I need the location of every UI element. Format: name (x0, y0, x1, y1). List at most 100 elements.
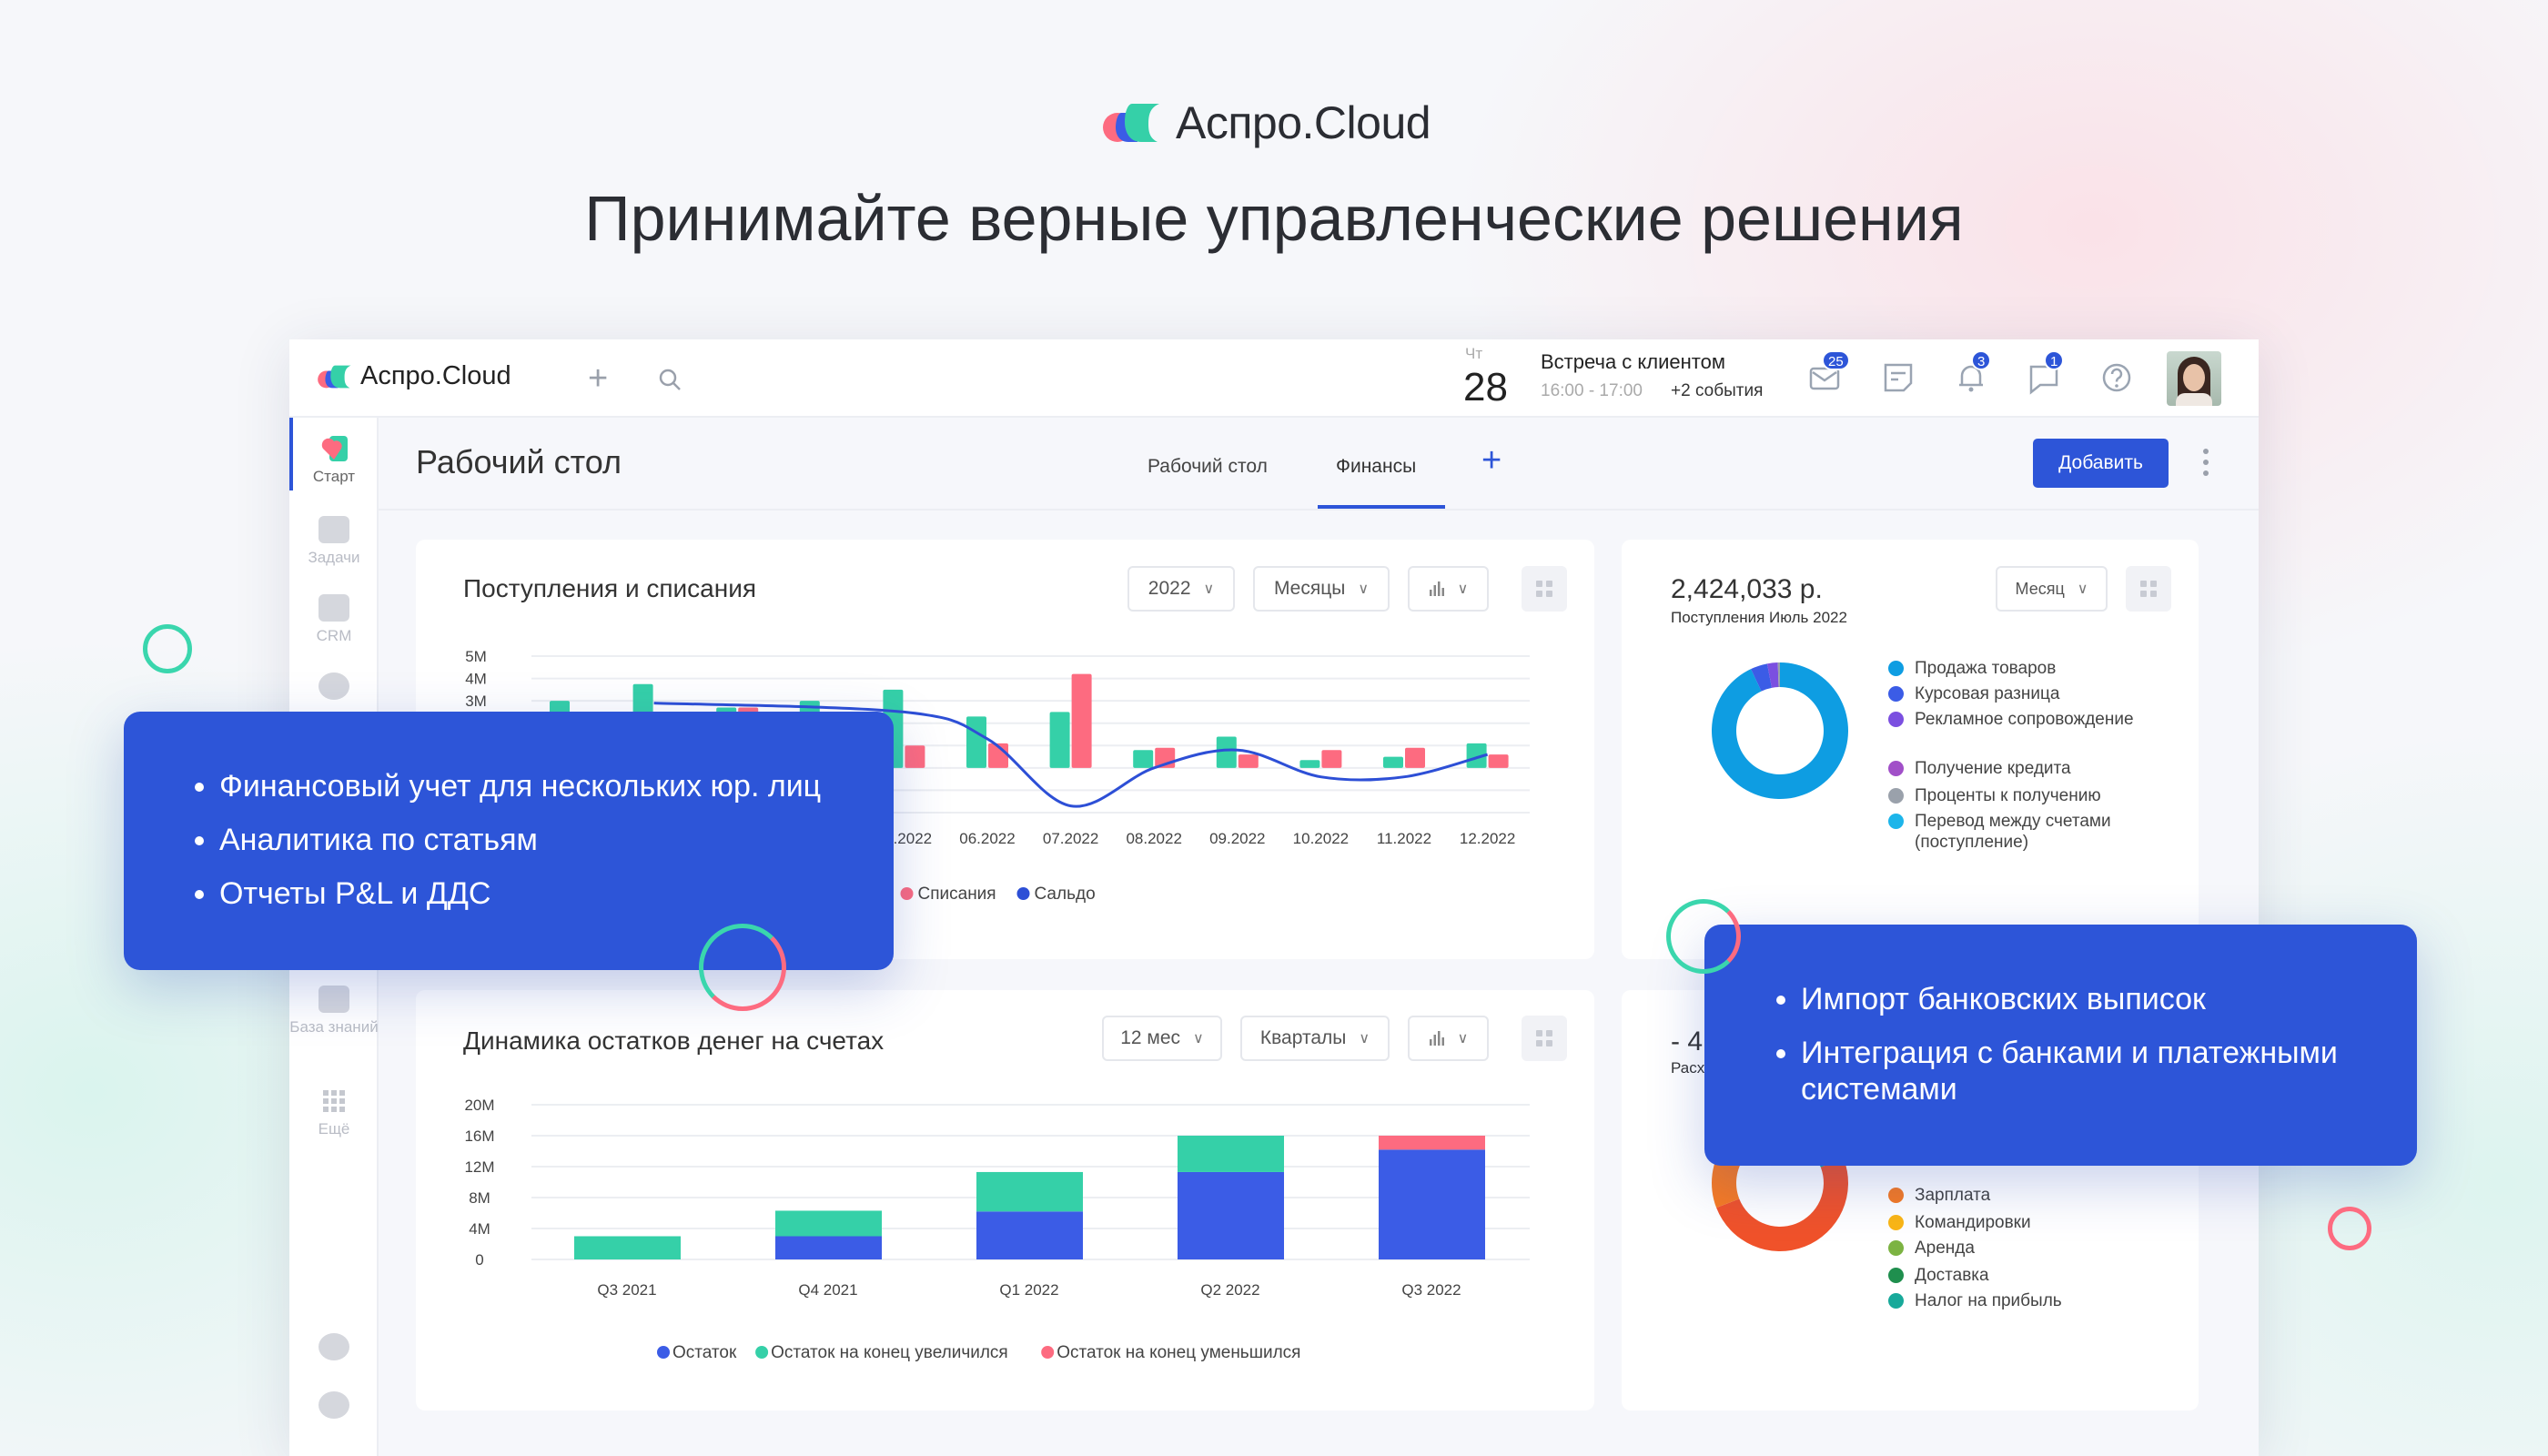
year-dropdown[interactable]: 2022 ∨ (1127, 566, 1235, 612)
gear-icon (318, 1391, 349, 1419)
grid-icon (1536, 1030, 1552, 1046)
decor-ring (143, 624, 192, 673)
drag-handle-button[interactable] (1522, 1016, 1567, 1061)
day-number: 28 (1463, 365, 1508, 410)
chevron-down-icon: ∨ (1359, 1031, 1370, 1046)
dropdown-value: Месяцы (1273, 578, 1346, 599)
legend-dot (1888, 788, 1904, 804)
receipts-amount: 2,424,033 р. (1671, 574, 1823, 604)
grid-icon (2140, 581, 2157, 597)
decor-ring (1666, 899, 1741, 974)
decor-ring (2328, 1207, 2371, 1250)
card-title: Динамика остатков денег на счетах (463, 1026, 885, 1055)
add-button[interactable]: Добавить (2033, 439, 2169, 488)
notes-icon[interactable] (1878, 358, 1918, 398)
stacked-bar-segment (775, 1210, 882, 1237)
donut-slice (1766, 662, 1779, 688)
active-indicator (289, 418, 293, 490)
grid-icon (1536, 581, 1552, 597)
feature-item: Импорт банковских выписок (1801, 981, 2383, 1017)
donut-slice (1751, 663, 1773, 692)
legend-label: Налог на прибыль (1915, 1291, 2062, 1310)
bar-receipts (1216, 736, 1237, 768)
legend-dot (1888, 761, 1904, 776)
sidebar-item-settings[interactable] (289, 1391, 379, 1424)
feature-item: Аналитика по статьям (219, 822, 821, 858)
sidebar-item-knowledge[interactable]: База знаний (289, 986, 379, 1036)
sidebar-item-crm[interactable]: CRM (289, 594, 379, 645)
card-title: Поступления и списания (463, 574, 757, 602)
more-events-link[interactable]: +2 события (1671, 381, 1764, 400)
expenses-amount: - 4 (1671, 1026, 1704, 1057)
donut-slice (1712, 662, 1848, 799)
chart-type-dropdown[interactable]: ∨ (1408, 566, 1489, 612)
tab-finance[interactable]: Финансы (1336, 456, 1417, 477)
legend-label: Остаток (672, 1343, 737, 1362)
plus-icon[interactable]: + (588, 359, 609, 398)
expenses-subtitle: Расх (1671, 1059, 1705, 1077)
bar-receipts (1299, 760, 1320, 768)
x-tick-label: 11.2022 (1377, 830, 1431, 847)
x-tick-label: Q3 2022 (1401, 1281, 1461, 1299)
y-tick-label: 20M (464, 1097, 494, 1114)
more-menu-icon[interactable] (2200, 447, 2211, 478)
sidebar-item-label: CRM (316, 627, 352, 644)
legend-label: Списания (918, 885, 996, 904)
legend-item: Аренда (1888, 1238, 2161, 1259)
legend-label: Аренда (1915, 1239, 1975, 1258)
feature-item: Финансовый учет для нескольких юр. лиц (219, 768, 821, 804)
features-callout-right: Импорт банковских выписок Интеграция с б… (1704, 925, 2417, 1166)
legend-dot (1888, 712, 1904, 727)
y-tick-label: 12M (464, 1158, 494, 1176)
drag-handle-button[interactable] (2126, 566, 2171, 612)
dropdown-value: 12 мес (1120, 1027, 1181, 1048)
bar-chart-icon (1429, 581, 1444, 596)
y-tick-label: 8M (469, 1189, 490, 1207)
period-dropdown[interactable]: Месяц ∨ (1996, 566, 2108, 612)
user-avatar[interactable] (2167, 351, 2221, 406)
donut-slice (1716, 1158, 1848, 1251)
sidebar-item-label: Задачи (308, 549, 360, 566)
features-callout-left: Финансовый учет для нескольких юр. лиц А… (124, 712, 894, 970)
tab-desktop[interactable]: Рабочий стол (1148, 456, 1268, 477)
legend-dot (1016, 887, 1030, 900)
period-dropdown[interactable]: Кварталы ∨ (1240, 1016, 1390, 1061)
legend-dot (1041, 1346, 1055, 1359)
legend-label: Доставка (1915, 1266, 1989, 1285)
stacked-bar-segment (976, 1211, 1083, 1259)
search-icon[interactable] (657, 367, 682, 392)
legend-item: Получение кредита (1888, 758, 2161, 779)
chart-type-dropdown[interactable]: ∨ (1408, 1016, 1489, 1061)
mail-icon[interactable] (1805, 358, 1845, 398)
event-title[interactable]: Встреча с клиентом (1541, 350, 1725, 373)
add-tab-icon[interactable]: + (1481, 441, 1502, 480)
sidebar-item-label: База знаний (289, 1018, 379, 1036)
legend-item: Налог на прибыль (1888, 1290, 2161, 1311)
legend-dot (1888, 1188, 1904, 1203)
brand-logo: Аспро.Cloud (1101, 97, 1431, 148)
help-icon[interactable] (2097, 358, 2137, 398)
x-tick-label: 09.2022 (1209, 830, 1265, 847)
chevron-down-icon: ∨ (1203, 581, 1215, 597)
legend-dot (1888, 1215, 1904, 1230)
bell-badge: 3 (1971, 350, 1992, 370)
bar-receipts (1383, 756, 1403, 768)
sidebar-item-more[interactable]: Ещё (289, 1087, 379, 1138)
drag-handle-button[interactable] (1522, 566, 1567, 612)
stacked-bar-segment (1379, 1149, 1485, 1259)
period-dropdown[interactable]: Месяцы ∨ (1253, 566, 1390, 612)
range-dropdown[interactable]: 12 мес ∨ (1102, 1016, 1222, 1061)
legend-dot (1888, 1268, 1904, 1283)
sidebar-item-hidden[interactable] (289, 672, 379, 705)
book-icon (318, 986, 349, 1013)
sidebar-item-tasks[interactable]: Задачи (289, 516, 379, 567)
sidebar-item-integrations[interactable] (289, 1333, 379, 1366)
y-tick-label: 4M (465, 671, 487, 688)
heart-icon (321, 436, 348, 461)
feature-item-text: Интеграция с банками и платежными систем… (1801, 1036, 2338, 1107)
bar-writeoffs (1071, 673, 1092, 768)
sidebar-item-start[interactable]: Старт (289, 436, 379, 486)
x-tick-label: Q2 2022 (1200, 1281, 1259, 1299)
app-logo[interactable]: Аспро.Cloud (317, 361, 511, 391)
x-tick-label: 08.2022 (1126, 830, 1181, 847)
